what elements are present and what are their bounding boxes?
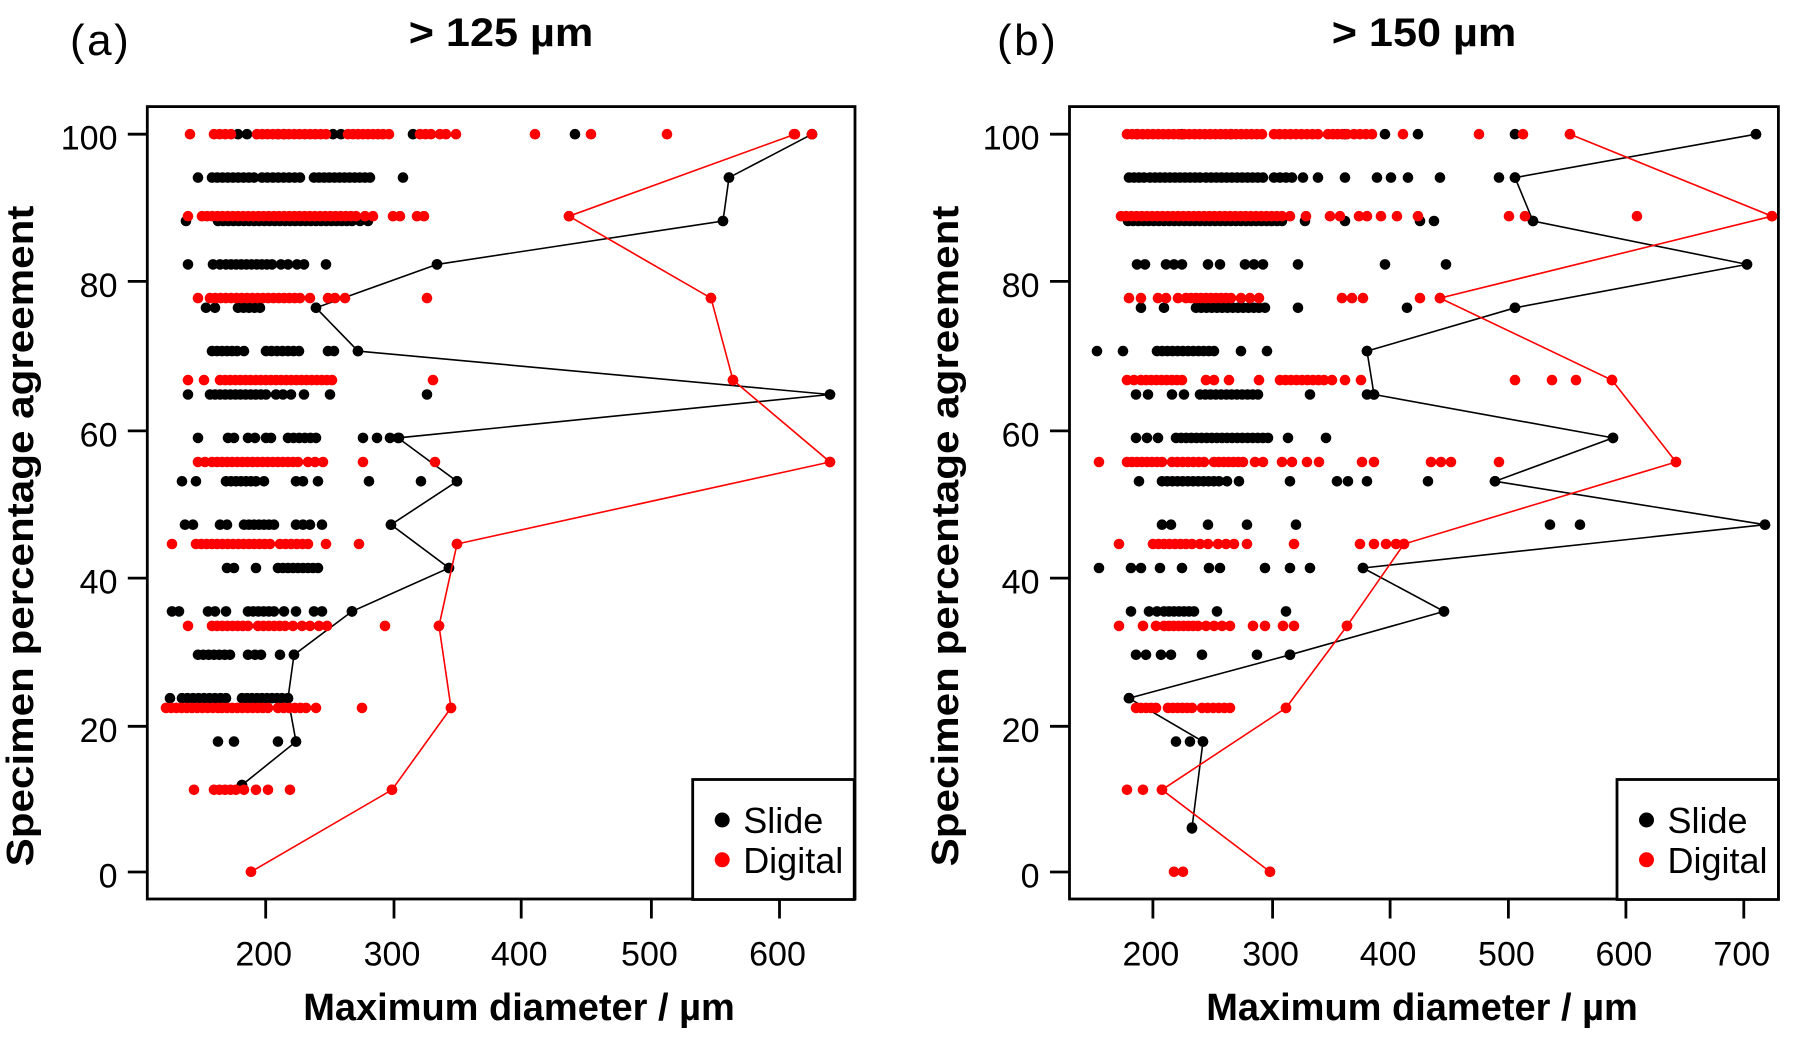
svg-text:0: 0 (1021, 858, 1040, 896)
svg-text:80: 80 (80, 267, 118, 305)
svg-text:200: 200 (235, 936, 292, 974)
svg-text:600: 600 (1596, 936, 1653, 974)
svg-text:> 150 µm: > 150 µm (1332, 9, 1517, 54)
svg-text:600: 600 (749, 936, 806, 974)
svg-text:20: 20 (1002, 712, 1040, 750)
svg-text:700: 700 (1713, 936, 1770, 974)
svg-text:Slide: Slide (743, 800, 823, 841)
svg-text:40: 40 (80, 564, 118, 602)
svg-text:> 125 µm: > 125 µm (409, 9, 594, 54)
svg-text:100: 100 (61, 120, 118, 158)
svg-text:60: 60 (1002, 416, 1040, 454)
svg-text:100: 100 (983, 120, 1040, 158)
svg-text:80: 80 (1002, 267, 1040, 305)
svg-text:Slide: Slide (1668, 800, 1748, 841)
svg-text:(a): (a) (70, 16, 131, 65)
svg-text:Specimen percentage agreement: Specimen percentage agreement (0, 206, 42, 867)
svg-text:500: 500 (1478, 936, 1535, 974)
svg-text:40: 40 (1002, 564, 1040, 602)
svg-text:Maximum diameter / µm: Maximum diameter / µm (1206, 987, 1638, 1029)
svg-text:300: 300 (1242, 936, 1299, 974)
svg-text:500: 500 (621, 936, 678, 974)
svg-text:20: 20 (80, 712, 118, 750)
svg-text:200: 200 (1123, 936, 1180, 974)
svg-text:60: 60 (80, 416, 118, 454)
svg-text:Maximum diameter / µm: Maximum diameter / µm (303, 987, 735, 1029)
svg-text:400: 400 (1360, 936, 1417, 974)
svg-text:Digital: Digital (1668, 840, 1768, 881)
svg-text:0: 0 (99, 858, 118, 896)
svg-text:(b): (b) (997, 16, 1058, 65)
svg-text:400: 400 (491, 936, 548, 974)
svg-text:Digital: Digital (743, 840, 843, 881)
svg-text:300: 300 (364, 936, 421, 974)
svg-text:Specimen percentage agreement: Specimen percentage agreement (924, 206, 967, 867)
